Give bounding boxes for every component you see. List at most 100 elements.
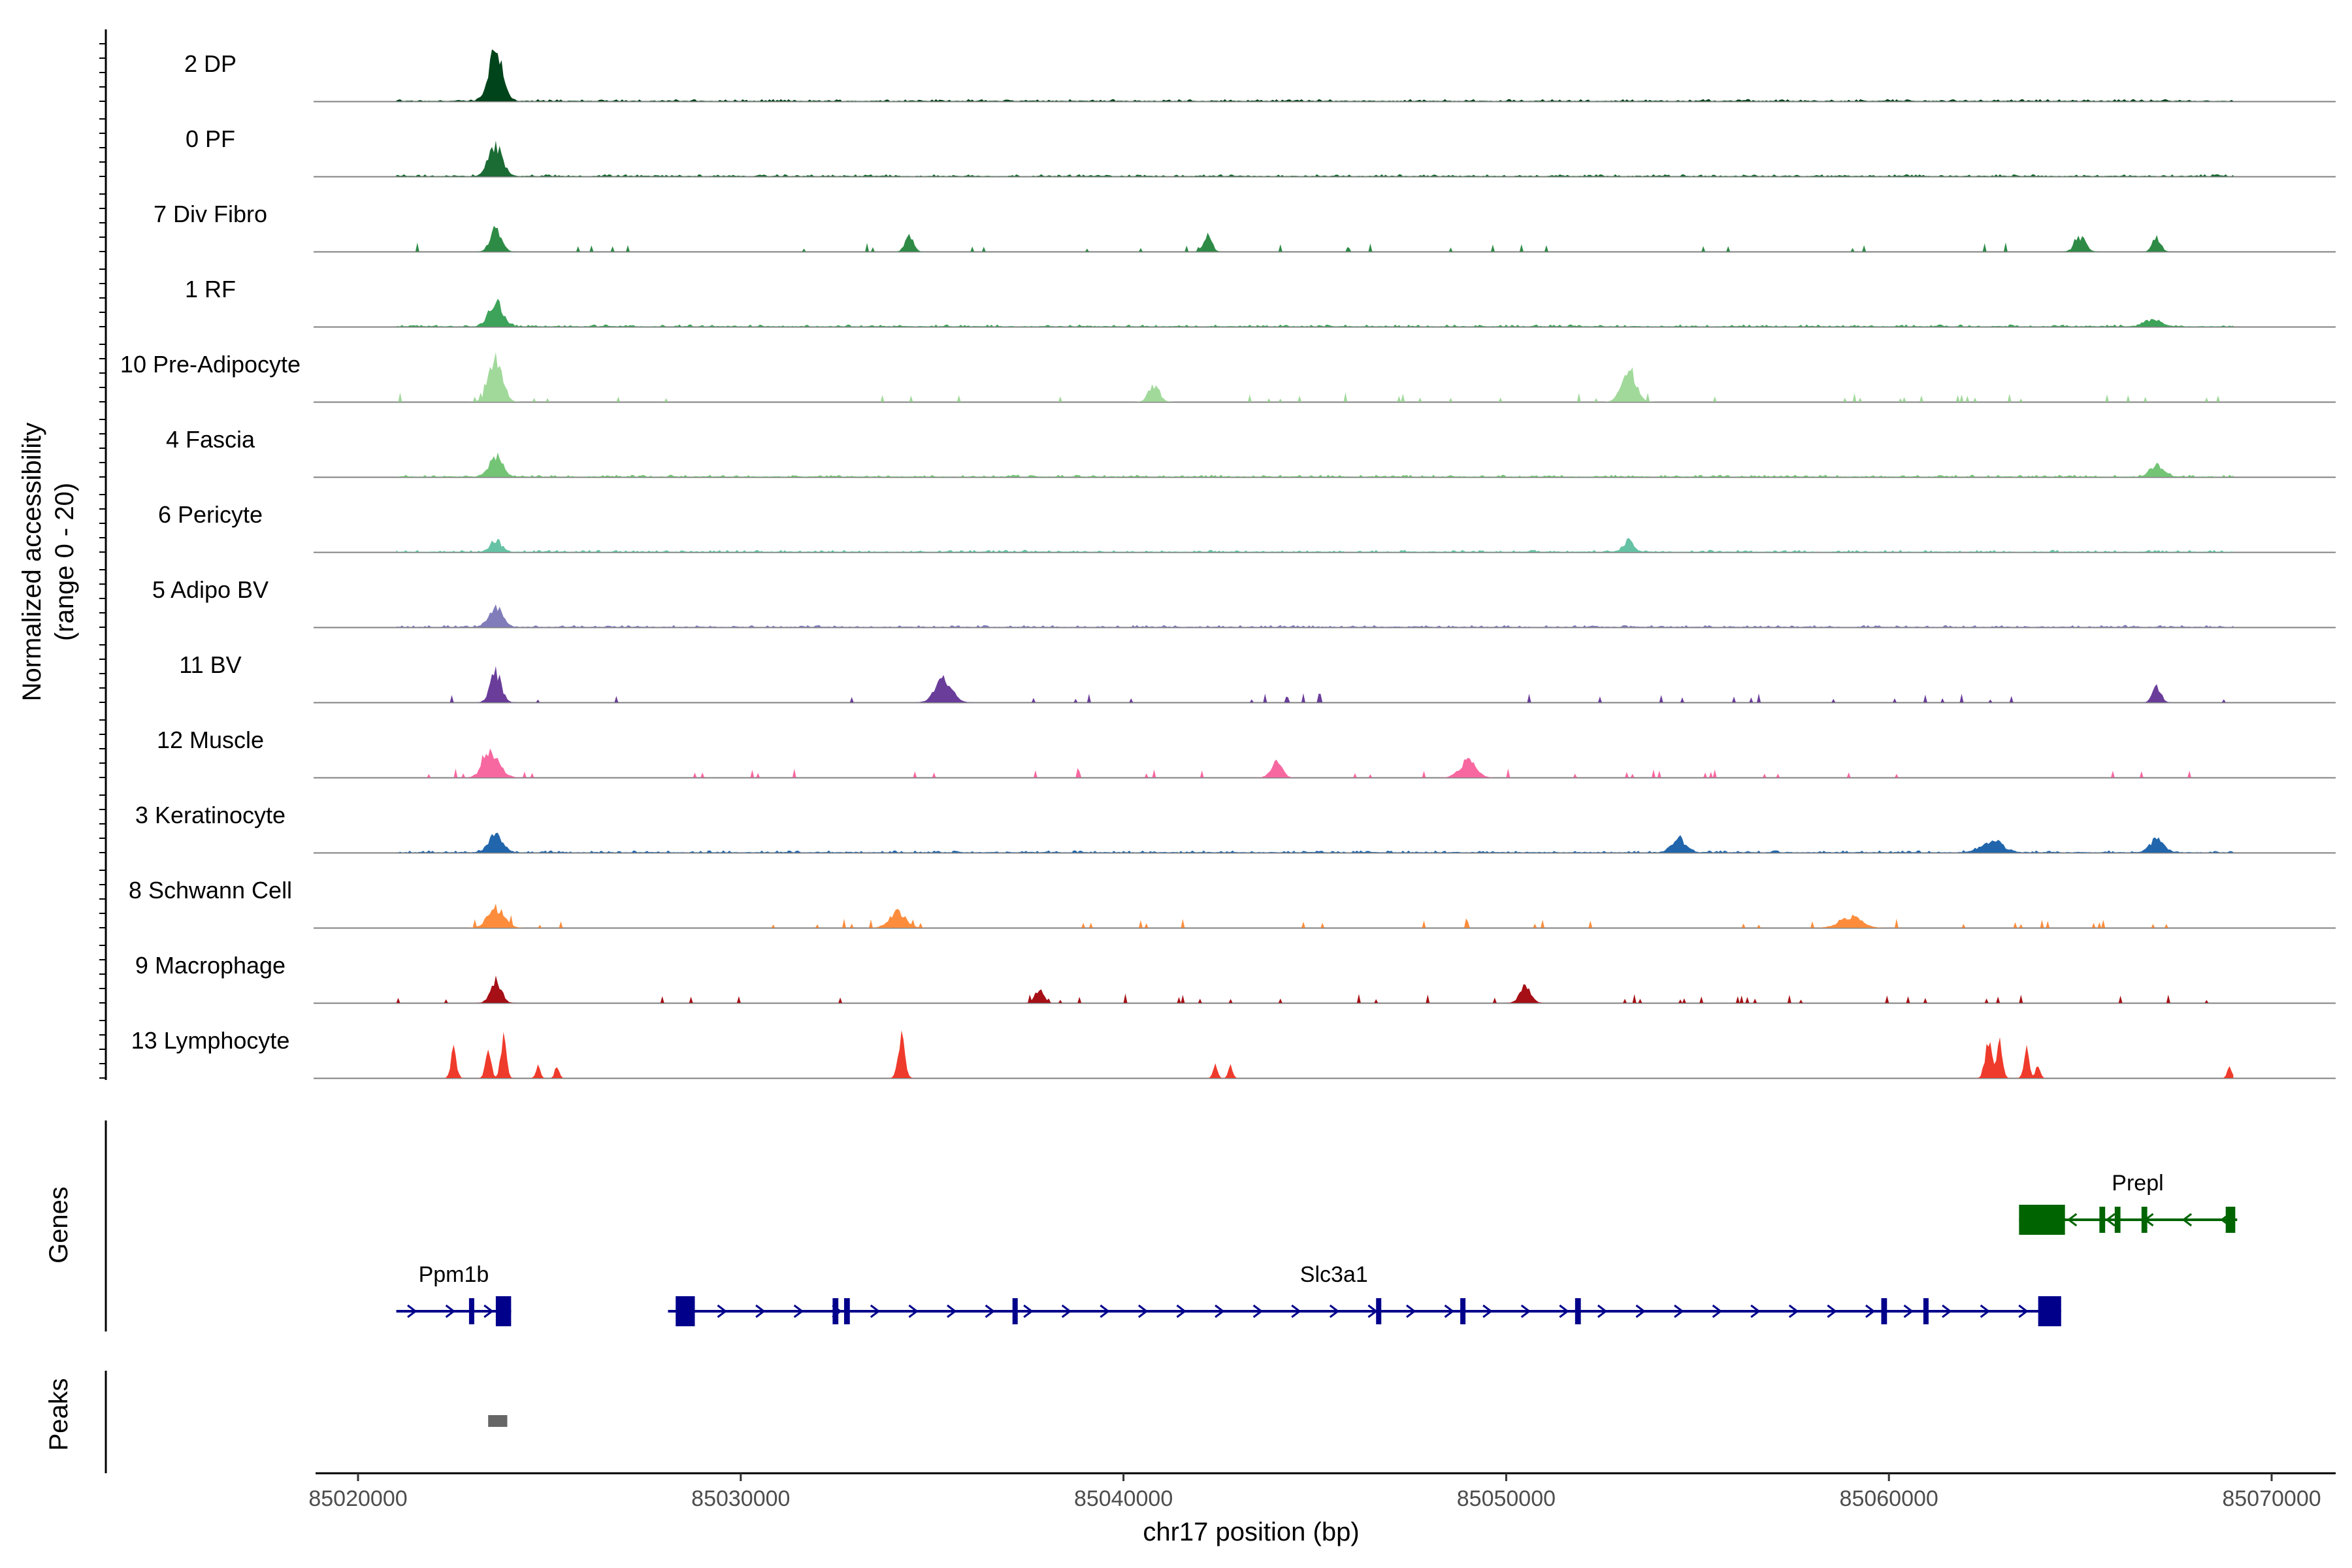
strand-arrow — [1444, 1304, 1455, 1318]
strand-arrow — [2066, 1213, 2078, 1227]
track-7: 6 Pericyte — [158, 501, 2336, 553]
track-9: 11 BV — [179, 651, 2336, 704]
strand-arrow — [1597, 1304, 1608, 1318]
strand-arrow — [1942, 1304, 1952, 1318]
track-4: 1 RF — [185, 276, 2336, 328]
gene-exon — [2038, 1296, 2061, 1326]
genes-track-label: Genes — [44, 1186, 73, 1264]
track-6: 4 Fascia — [166, 426, 2336, 478]
x-tick-label: 85020000 — [308, 1486, 407, 1511]
strand-arrow — [1061, 1304, 1072, 1318]
strand-arrow — [1520, 1304, 1531, 1318]
strand-arrow — [2181, 1213, 2193, 1227]
gene-exon — [2019, 1205, 2065, 1235]
track-12: 8 Schwann Cell — [129, 877, 2336, 929]
gene-label: Ppm1b — [419, 1262, 489, 1287]
track-label: 13 Lymphocyte — [131, 1027, 290, 1054]
strand-arrow — [445, 1304, 456, 1318]
track-label: 7 Div Fibro — [154, 201, 267, 227]
peaks-track — [105, 1371, 508, 1473]
strand-arrow — [407, 1304, 417, 1318]
gene-exon — [1923, 1298, 1929, 1324]
strand-arrow — [1674, 1304, 1684, 1318]
gene-exon — [832, 1298, 839, 1324]
track-label: 8 Schwann Cell — [129, 877, 292, 904]
strand-arrow — [908, 1304, 919, 1318]
strand-arrow — [1482, 1304, 1493, 1318]
strand-arrow — [1176, 1304, 1186, 1318]
strand-arrow — [870, 1304, 881, 1318]
y-axis-label: Normalized accessibility — [18, 423, 46, 702]
gene-exon — [1881, 1298, 1887, 1324]
gene-exon — [1575, 1298, 1581, 1324]
strand-arrow — [1137, 1304, 1149, 1318]
track-10: 12 Muscle — [157, 727, 2336, 779]
gene-exon — [2114, 1207, 2121, 1233]
x-axis: 85020000 85030000 85040000 85050000 85060000… — [308, 1472, 2336, 1511]
track-label: 10 Pre-Adipocyte — [120, 351, 301, 378]
strand-arrow — [1635, 1304, 1646, 1318]
gene-exon — [843, 1298, 850, 1324]
strand-arrow — [1750, 1304, 1761, 1318]
genes-track: Prepl Ppm1b Slc3a1 — [105, 1120, 2238, 1331]
x-tick-label: 85050000 — [1457, 1486, 1556, 1511]
gene-exon — [2225, 1207, 2236, 1233]
gene-exon — [2141, 1207, 2148, 1233]
strand-arrow — [947, 1304, 957, 1318]
gene-exon — [468, 1298, 474, 1324]
gene-exon — [1376, 1298, 1382, 1324]
track-label: 0 PF — [186, 125, 235, 152]
track-label: 12 Muscle — [157, 727, 264, 753]
strand-arrow — [2105, 1213, 2115, 1227]
y-axis — [99, 29, 107, 1080]
strand-arrow — [1215, 1304, 1225, 1318]
peak-region — [488, 1415, 508, 1427]
track-label: 6 Pericyte — [158, 501, 263, 528]
x-tick-label: 85060000 — [1840, 1486, 1938, 1511]
x-tick-label: 85030000 — [691, 1486, 790, 1511]
gene-prepl: Prepl — [2019, 1171, 2238, 1235]
track-label: 5 Adipo BV — [152, 576, 269, 603]
strand-arrow — [1023, 1304, 1034, 1318]
gene-ppm1b: Ppm1b — [396, 1262, 512, 1326]
peaks-track-label: Peaks — [44, 1378, 73, 1450]
strand-arrow — [1291, 1304, 1301, 1318]
strand-arrow — [1788, 1304, 1799, 1318]
strand-arrow — [1100, 1304, 1110, 1318]
gene-exon — [676, 1296, 695, 1326]
track-1: 2 DP — [184, 49, 2336, 103]
strand-arrow — [985, 1304, 996, 1318]
strand-arrow — [1712, 1304, 1723, 1318]
strand-arrow — [483, 1304, 494, 1318]
strand-arrow — [1827, 1304, 1837, 1318]
x-axis-label: chr17 position (bp) — [1143, 1518, 1359, 1546]
track-11: 3 Keratinocyte — [135, 802, 2336, 854]
track-label: 2 DP — [184, 50, 237, 77]
track-label: 9 Macrophage — [135, 952, 286, 979]
strand-arrow — [1980, 1304, 1991, 1318]
track-3: 7 Div Fibro — [154, 201, 2336, 253]
strand-arrow — [1406, 1304, 1416, 1318]
gene-slc3a1: Slc3a1 — [668, 1262, 2061, 1326]
strand-arrow — [1329, 1304, 1340, 1318]
x-tick-label: 85070000 — [2222, 1486, 2321, 1511]
y-axis-label-range: (range 0 - 20) — [50, 483, 79, 641]
track-label: 4 Fascia — [166, 426, 255, 453]
gene-exon — [2099, 1207, 2106, 1233]
track-label: 11 BV — [179, 651, 241, 678]
gene-exon — [495, 1296, 512, 1326]
gene-label: Slc3a1 — [1300, 1262, 1368, 1287]
gene-exon — [1012, 1298, 1018, 1324]
strand-arrow — [793, 1304, 804, 1318]
strand-arrow — [717, 1304, 728, 1318]
strand-arrow — [1252, 1304, 1264, 1318]
strand-arrow — [755, 1304, 766, 1318]
track-label: 1 RF — [185, 276, 236, 302]
x-tick-label: 85040000 — [1074, 1486, 1173, 1511]
strand-arrow — [1559, 1304, 1569, 1318]
track-2: 0 PF — [186, 125, 2336, 178]
track-8: 5 Adipo BV — [152, 576, 2336, 629]
track-5: 10 Pre-Adipocyte — [120, 351, 2336, 403]
gene-exon — [1460, 1298, 1466, 1324]
